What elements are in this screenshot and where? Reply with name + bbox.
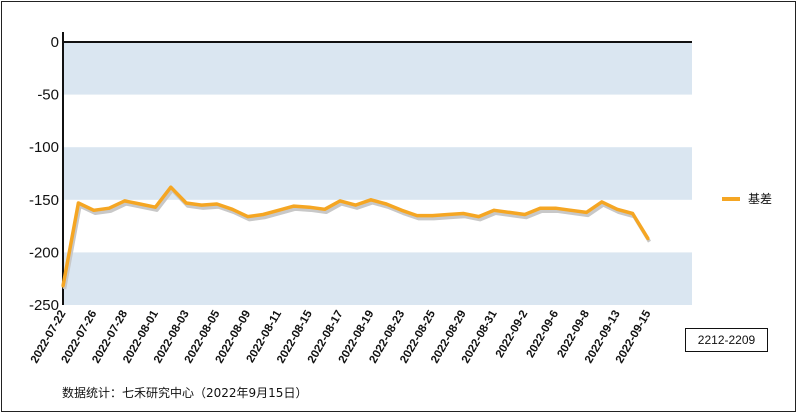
axes [62,32,692,305]
data-point [338,199,342,203]
data-point [215,202,219,206]
source-note: 数据统计：七禾研究中心（2022年9月15日） [62,386,308,400]
data-point [323,207,327,211]
data-point [107,206,111,210]
data-point [569,208,573,212]
contract-label: 2212-2209 [697,333,756,347]
data-point [615,207,619,211]
data-point [61,284,65,288]
data-point [430,214,434,218]
series-layer [61,185,651,290]
y-axis-ticks: 0 -50 -100 -150 -200 -250 [29,34,59,314]
data-point [138,202,142,206]
data-point [523,213,527,217]
data-point [92,208,96,212]
data-point [169,185,173,189]
data-point [123,199,127,203]
data-point [354,203,357,207]
y-tick-label: -200 [29,244,59,261]
data-point [584,210,588,214]
data-point [400,208,404,212]
grid-band [63,252,692,305]
y-tick-label: -50 [37,87,59,104]
contract-label-box: 2212-2209 [685,328,768,352]
data-point [184,201,188,205]
data-point [369,198,373,202]
data-point [415,214,419,218]
y-tick-label: -100 [29,139,59,156]
legend: 基差 [722,192,772,206]
x-axis-ticks: 2022-07-222022-07-262022-07-282022-08-01… [29,308,654,365]
background-bands [63,42,692,305]
data-point [600,200,604,204]
y-tick-label: 0 [51,34,59,51]
data-point [631,211,635,215]
data-point [477,215,481,219]
y-tick-label: -250 [29,297,59,314]
data-point [446,213,450,217]
data-point [538,206,542,210]
data-point [507,210,511,214]
grid-band [63,42,692,95]
data-point [153,205,157,209]
legend-label: 基差 [748,192,772,206]
data-point [230,207,234,211]
series-line-shadow [62,188,651,290]
data-point [200,203,204,207]
data-point [554,206,558,210]
data-point [261,213,265,217]
grid-band [63,147,692,200]
data-point [646,237,650,241]
data-point [76,201,80,205]
data-point [246,215,250,219]
data-point [292,204,296,208]
y-tick-label: -150 [29,192,59,209]
data-point [384,202,388,206]
data-point [492,208,496,212]
data-point [307,205,311,209]
data-point [277,208,281,212]
data-point [461,211,465,215]
